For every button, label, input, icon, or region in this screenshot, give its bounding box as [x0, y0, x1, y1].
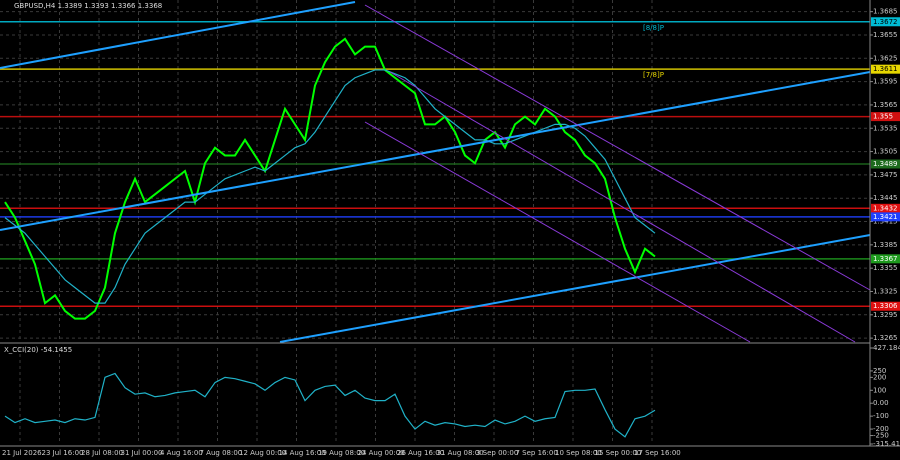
x-tick-label: 15 Sep 00:00: [595, 449, 642, 457]
y-tick-label: -200: [873, 425, 889, 433]
chart-title: GBPUSD,H4 1.3389 1.3393 1.3366 1.3368: [14, 2, 162, 10]
y-tick-label: 1.3505: [873, 148, 898, 156]
level-label-bg: [871, 112, 900, 122]
level-label: 1.3611: [873, 65, 898, 73]
indicator-title: X_CCI(20) -54.1455: [4, 346, 72, 354]
y-tick-label: 1.3565: [873, 101, 898, 109]
y-tick-label: 200: [873, 373, 886, 381]
price-line: [4, 372, 656, 438]
level-label: 1.355: [873, 113, 893, 121]
x-tick-label: 24 Aug 00:00: [358, 449, 405, 457]
x-tick-label: 26 Aug 16:00: [397, 449, 444, 457]
trend-line: [0, 1, 356, 69]
channel-line: [364, 121, 751, 343]
y-tick-label: 1.3385: [873, 241, 898, 249]
level-label: 1.3306: [873, 302, 898, 310]
x-tick-label: 3 Sep 00:00: [476, 449, 518, 457]
trend-line: [279, 234, 871, 343]
level-label-bg: [871, 17, 900, 27]
y-tick-label: 427.1846: [873, 344, 900, 352]
x-tick-label: 14 Aug 16:00: [279, 449, 326, 457]
y-tick-label: 1.3535: [873, 124, 898, 132]
x-tick-label: 12 Aug 00:00: [239, 449, 286, 457]
x-tick-label: 7 Sep 16:00: [516, 449, 558, 457]
y-tick-label: 1.3595: [873, 78, 898, 86]
y-tick-label: 250: [873, 367, 886, 375]
y-tick-label: 1.3625: [873, 54, 898, 62]
y-tick-label: 1.3295: [873, 311, 898, 319]
y-tick-label: 1.3415: [873, 218, 898, 226]
trend-line: [0, 71, 871, 231]
y-tick-label: 1.3325: [873, 287, 898, 295]
y-tick-label: 0.00: [873, 399, 889, 407]
x-tick-label: 7 Aug 08:00: [200, 449, 243, 457]
level-label-bg: [871, 254, 900, 264]
channel-line: [364, 4, 871, 291]
channel-line: [389, 71, 856, 343]
x-tick-label: 28 Jul 08:00: [81, 449, 123, 457]
y-tick-label: 1.3445: [873, 194, 898, 202]
channel-lines: [364, 4, 871, 343]
x-tick-label: 21 Jul 2026: [2, 449, 42, 457]
x-tick-label: 31 Aug 08:00: [437, 449, 484, 457]
grid-layer: [0, 0, 873, 445]
y-tick-label: -100: [873, 412, 889, 420]
level-tag: [8/8]P: [643, 24, 664, 32]
level-label: 1.3421: [873, 213, 898, 221]
price-line: [4, 37, 656, 320]
x-tick-label: 19 Aug 08:00: [318, 449, 365, 457]
y-tick-label: 1.3655: [873, 31, 898, 39]
level-label: 1.3432: [873, 204, 898, 212]
level-label-bg: [871, 301, 900, 311]
level-label-bg: [871, 64, 900, 74]
price-line: [4, 69, 656, 304]
level-label: 1.3672: [873, 18, 898, 26]
y-tick-label: 1.3685: [873, 8, 898, 16]
level-label: 1.3367: [873, 255, 898, 263]
x-tick-label: 4 Aug 16:00: [160, 449, 203, 457]
y-tick-label: 100: [873, 386, 886, 394]
level-label: 1.3489: [873, 160, 898, 168]
y-tick-label: 1.3265: [873, 334, 898, 342]
y-tick-label: -315.4131: [873, 440, 900, 448]
level-label-bg: [871, 203, 900, 213]
y-tick-label: 1.3355: [873, 264, 898, 272]
x-tick-label: 31 Jul 00:00: [121, 449, 163, 457]
y-tick-label: -250: [873, 432, 889, 440]
x-tick-label: 23 Jul 16:00: [42, 449, 84, 457]
y-tick-label: 1.3475: [873, 171, 898, 179]
x-tick-label: 17 Sep 16:00: [634, 449, 681, 457]
level-label-bg: [871, 159, 900, 169]
level-tag: [7/8]P: [643, 71, 664, 79]
x-tick-label: 10 Sep 08:00: [555, 449, 602, 457]
level-label-bg: [871, 212, 900, 222]
trend-lines: [0, 1, 871, 343]
